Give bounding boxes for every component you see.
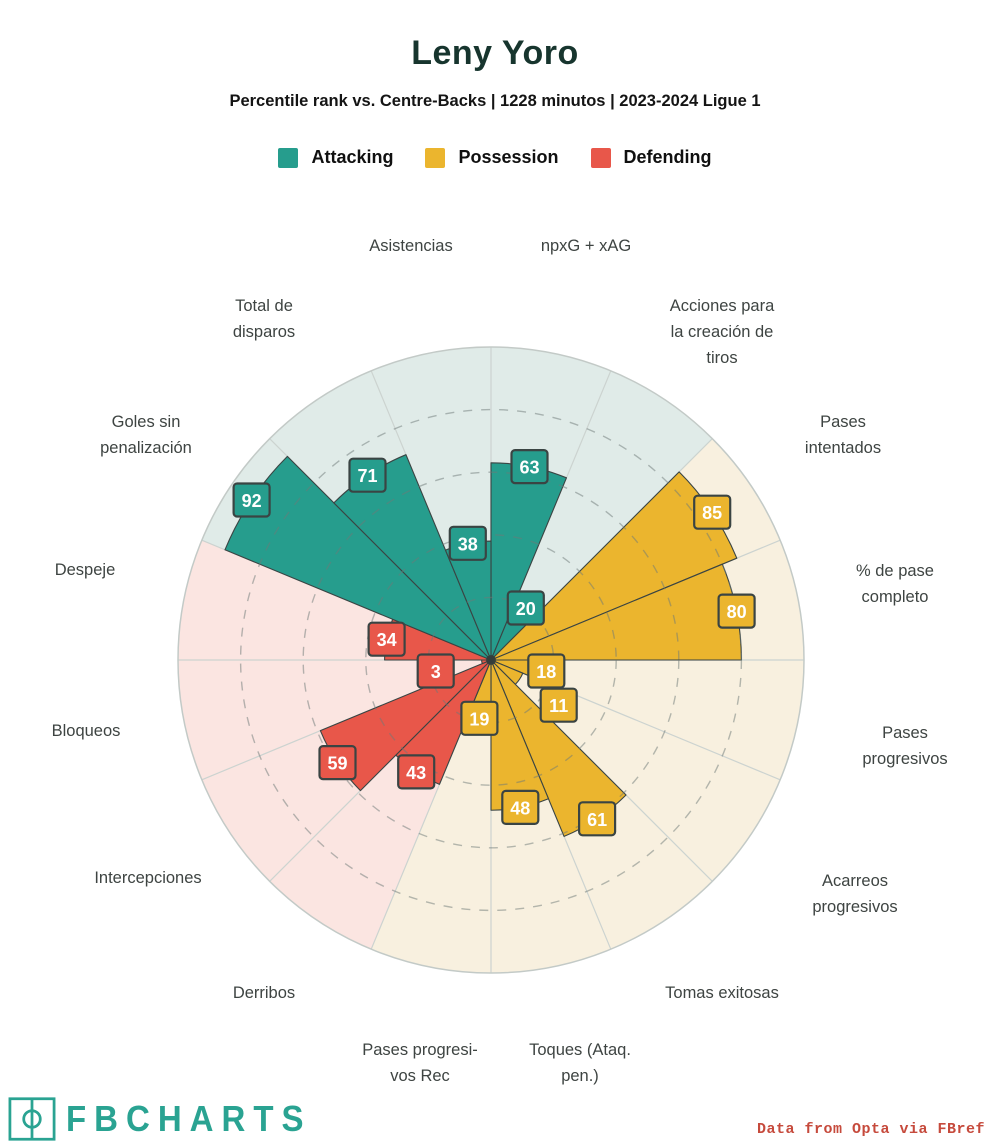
- gridline-ring: [239, 408, 743, 912]
- legend-label: Possession: [458, 147, 559, 167]
- value-badge: 61: [577, 801, 617, 837]
- param-label: Total de disparos: [233, 297, 295, 341]
- value-badge: 59: [318, 744, 357, 781]
- param-label: Acciones para la creación de tiros: [670, 297, 775, 367]
- svg-text:18: 18: [536, 662, 556, 682]
- svg-text:71: 71: [357, 466, 377, 486]
- svg-text:59: 59: [327, 754, 347, 774]
- svg-text:85: 85: [702, 503, 722, 523]
- param-label: % de pase completo: [856, 562, 934, 606]
- value-badge: 48: [501, 789, 540, 826]
- svg-text:61: 61: [587, 810, 607, 830]
- subtitle: Percentile rank vs. Centre-Backs | 1228 …: [229, 92, 761, 110]
- param-label: Tomas exitosas: [665, 984, 779, 1002]
- attacking-swatch-icon: [278, 147, 299, 168]
- gridline-ring: [302, 471, 680, 849]
- value-badge: 63: [510, 449, 549, 485]
- param-label: Goles sin penalización: [100, 413, 192, 457]
- value-badge: 80: [717, 593, 756, 629]
- value-badge: 38: [448, 525, 487, 561]
- svg-text:80: 80: [727, 602, 747, 622]
- svg-text:43: 43: [406, 763, 426, 783]
- fbcharts-logo: FBCHARTS: [8, 1096, 311, 1142]
- legend-label: Attacking: [311, 147, 394, 167]
- football-pitch-icon: [8, 1097, 56, 1141]
- legend: Attacking Possession Defending: [0, 147, 990, 168]
- param-label: Despeje: [55, 561, 116, 579]
- legend-item-attacking: Attacking: [278, 147, 393, 168]
- svg-text:11: 11: [549, 696, 568, 716]
- center-dot: [486, 655, 496, 665]
- param-label: Intercepciones: [94, 869, 201, 887]
- value-badge: 19: [460, 700, 499, 736]
- value-badge: 43: [397, 754, 436, 790]
- svg-text:3: 3: [431, 662, 441, 682]
- svg-text:19: 19: [469, 709, 489, 729]
- value-badge: 92: [232, 482, 271, 518]
- svg-text:63: 63: [519, 458, 539, 478]
- svg-text:34: 34: [377, 630, 397, 650]
- brand-name: FBCHARTS: [66, 1098, 312, 1139]
- value-badge: 20: [506, 590, 545, 626]
- value-badge: 71: [348, 457, 387, 493]
- svg-text:48: 48: [510, 798, 530, 818]
- value-badge: 11: [539, 687, 578, 723]
- attribution: Data from Opta via FBref: [756, 1121, 985, 1138]
- page-title: Leny Yoro: [411, 34, 579, 72]
- value-badge: 34: [367, 621, 406, 657]
- legend-label: Defending: [623, 147, 712, 167]
- value-badge: 18: [527, 653, 566, 689]
- param-label: npxG + xAG: [541, 237, 631, 255]
- param-label: Acarreos progresivos: [812, 872, 897, 916]
- svg-text:92: 92: [242, 491, 262, 511]
- param-label: Derribos: [233, 984, 295, 1002]
- svg-text:20: 20: [516, 599, 536, 619]
- gridline-ring: [365, 534, 617, 786]
- param-label: Pases intentados: [805, 413, 881, 457]
- param-label: Pases progresi-vos Rec: [362, 1041, 478, 1085]
- svg-text:38: 38: [458, 534, 478, 554]
- outer-ring: [177, 346, 805, 974]
- param-label: Asistencias: [369, 237, 452, 255]
- possession-swatch-icon: [425, 147, 446, 168]
- value-badge: 85: [693, 494, 732, 530]
- value-badge: 3: [416, 653, 455, 689]
- param-label: Toques (Ataq. pen.): [529, 1041, 631, 1085]
- param-label: Bloqueos: [52, 722, 121, 740]
- legend-item-defending: Defending: [590, 147, 712, 168]
- defending-swatch-icon: [590, 147, 611, 168]
- param-label: Pases progresivos: [862, 724, 947, 768]
- legend-item-possession: Possession: [425, 147, 559, 168]
